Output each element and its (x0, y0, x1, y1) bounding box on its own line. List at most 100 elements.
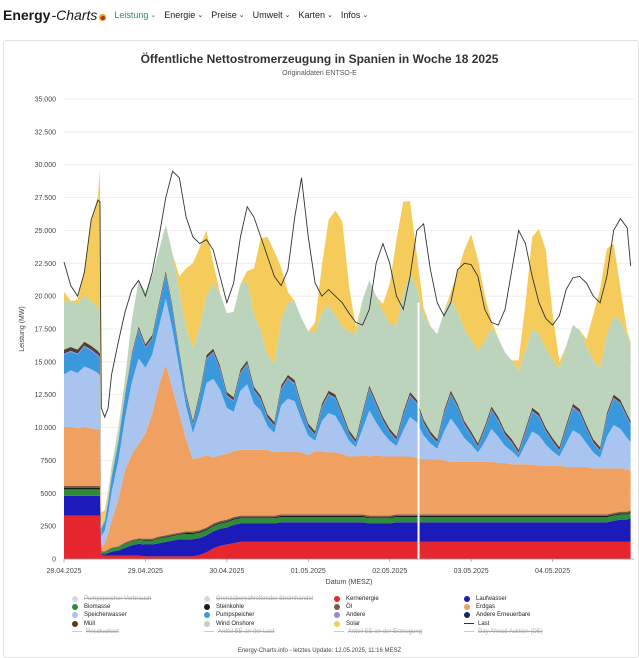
legend-dot-marker (334, 620, 340, 627)
nav-item-umwelt[interactable]: Umwelt ⌄ (253, 10, 291, 20)
area-series-wind-onshore (64, 224, 631, 529)
legend-item[interactable]: Biomasse (72, 604, 110, 611)
chevron-down-icon: ⌄ (284, 12, 291, 19)
legend-item[interactable]: Müll (72, 620, 95, 627)
nav-item-leistung[interactable]: Leistung ⌄ (114, 10, 156, 20)
legend-item[interactable]: Pumpspeicher (204, 612, 254, 619)
legend-dot-marker (204, 596, 210, 602)
legend-label: Wind Onshore (216, 620, 255, 627)
legend-item[interactable]: Wind Onshore (204, 620, 255, 627)
chevron-down-icon: ⌄ (197, 12, 204, 19)
y-tick-label: 17.500 (35, 327, 57, 334)
nav-item-label: Karten (298, 10, 325, 20)
legend-label: Grenzüberschreitender Stromhandel (216, 596, 314, 602)
legend-line-marker (464, 623, 474, 625)
legend-label: Speicherwasser (84, 612, 127, 619)
x-tick-label: 04.05.2025 (535, 568, 570, 575)
main-menu: Leistung ⌄ Energie ⌄ Preise ⌄ Umwelt ⌄ Karten ⌄ In… (114, 10, 376, 20)
y-tick-label: 30.000 (35, 162, 57, 169)
legend-label: Day Ahead Auktion (DE) (478, 628, 543, 635)
area-series-kernenergie (64, 515, 631, 559)
y-tick-label: 0 (52, 557, 56, 564)
nav-item-energie[interactable]: Energie ⌄ (164, 10, 203, 20)
y-tick-label: 15.000 (35, 359, 57, 366)
legend-dot-marker (72, 620, 78, 627)
nav-item-preise[interactable]: Preise ⌄ (211, 10, 244, 20)
legend-dot-marker (72, 596, 78, 602)
legend-item[interactable]: Grenzüberschreitender Stromhandel (204, 596, 313, 602)
chart-title: Öffentliche Nettostromerzeugung in Spani… (140, 52, 499, 66)
chevron-down-icon: ⌄ (150, 12, 157, 19)
legend-item[interactable]: Erdgas (464, 604, 496, 611)
y-tick-label: 10.000 (35, 425, 57, 432)
y-tick-label: 7500 (40, 458, 56, 465)
legend-item[interactable]: Öl (334, 604, 352, 611)
nav-item-label: Infos (340, 10, 361, 20)
legend-label: Anteil EE an der Last (218, 628, 275, 635)
legend-item[interactable]: Last (464, 621, 489, 627)
legend-item[interactable]: Residuallast (72, 629, 119, 635)
nav-item-infos[interactable]: Infos ⌄ (341, 10, 368, 20)
legend-item[interactable]: Speicherwasser (72, 612, 127, 619)
legend-item[interactable]: Steinkohle (204, 604, 244, 611)
legend-label: Öl (346, 604, 352, 611)
logo-text-energy: Energy (3, 7, 51, 23)
area-series-laufwasser (64, 495, 631, 557)
chevron-down-icon: ⌄ (327, 12, 333, 19)
y-tick-label: 5000 (40, 491, 56, 498)
legend-dot-marker (204, 612, 210, 619)
nav-item-karten[interactable]: Karten ⌄ (298, 10, 332, 20)
logo-text-charts: -Charts (51, 7, 98, 23)
legend-item[interactable]: Day Ahead Auktion (DE) (464, 629, 543, 635)
legend-item[interactable]: Kernenergie (334, 596, 379, 602)
nav-item-label: Preise (211, 10, 237, 20)
legend-dot-marker (204, 604, 210, 611)
legend-item[interactable]: Anteil EE an der Last (204, 629, 274, 635)
x-tick-label: 02.05.2025 (372, 568, 407, 575)
y-tick-label: 12.500 (35, 392, 57, 399)
chart-subtitle: Originaldaten ENTSO-E (282, 70, 357, 77)
y-tick-label: 20.000 (35, 294, 57, 301)
legend-item[interactable]: Solar (334, 620, 361, 627)
y-axis-title: Leistung (MW) (19, 306, 26, 352)
y-tick-label: 2500 (40, 524, 56, 531)
legend-item[interactable]: Anteil EE an der Erzeugung (334, 629, 422, 635)
legend-label: Andere Erneuerbare (476, 612, 531, 619)
nav-item-label: Leistung (114, 10, 149, 20)
legend-line-marker (72, 631, 82, 633)
x-tick-label: 28.04.2025 (46, 568, 81, 575)
y-tick-label: 35.000 (35, 97, 57, 104)
area-series-steinkohle (64, 488, 631, 553)
legend-label: Last (478, 620, 490, 627)
area-series--l (64, 486, 631, 553)
legend-dot-marker (72, 604, 78, 611)
chevron-down-icon: ⌄ (362, 12, 369, 19)
y-tick-label: 22.500 (35, 261, 57, 268)
energy-charts-logo[interactable]: Energy -Charts (3, 7, 107, 23)
top-navbar: Energy -Charts Leistung ⌄ Energie ⌄ Preise ⌄ U… (0, 0, 639, 30)
legend-line-marker (464, 631, 474, 633)
nav-item-label: Energie (164, 10, 196, 20)
legend-dot-marker (334, 612, 340, 619)
x-axis-title: Datum (MESZ) (326, 579, 373, 586)
legend-dot-marker (204, 620, 210, 627)
legend-item[interactable]: Pumpspeicher Verbrauch (72, 596, 151, 602)
x-tick-label: 01.05.2025 (291, 568, 326, 575)
legend-label: Pumpspeicher Verbrauch (84, 596, 152, 602)
legend-line-marker (204, 631, 214, 633)
legend-label: Solar (346, 620, 361, 627)
legend-dot-marker (464, 612, 470, 619)
legend-label: Laufwasser (476, 596, 507, 602)
legend-item[interactable]: Andere (334, 612, 365, 619)
x-tick-label: 03.05.2025 (454, 568, 489, 575)
legend-item[interactable]: Andere Erneuerbare (464, 612, 531, 619)
legend-dot-marker (334, 604, 340, 611)
legend-label: Anteil EE an der Erzeugung (348, 628, 423, 635)
legend-dot-marker (464, 604, 470, 611)
legend-label: Erdgas (476, 604, 496, 611)
legend-dot-marker (334, 596, 340, 602)
line-series-last (63, 170, 632, 419)
legend-item[interactable]: Laufwasser (464, 596, 507, 602)
area-series-erdgas (64, 364, 631, 552)
